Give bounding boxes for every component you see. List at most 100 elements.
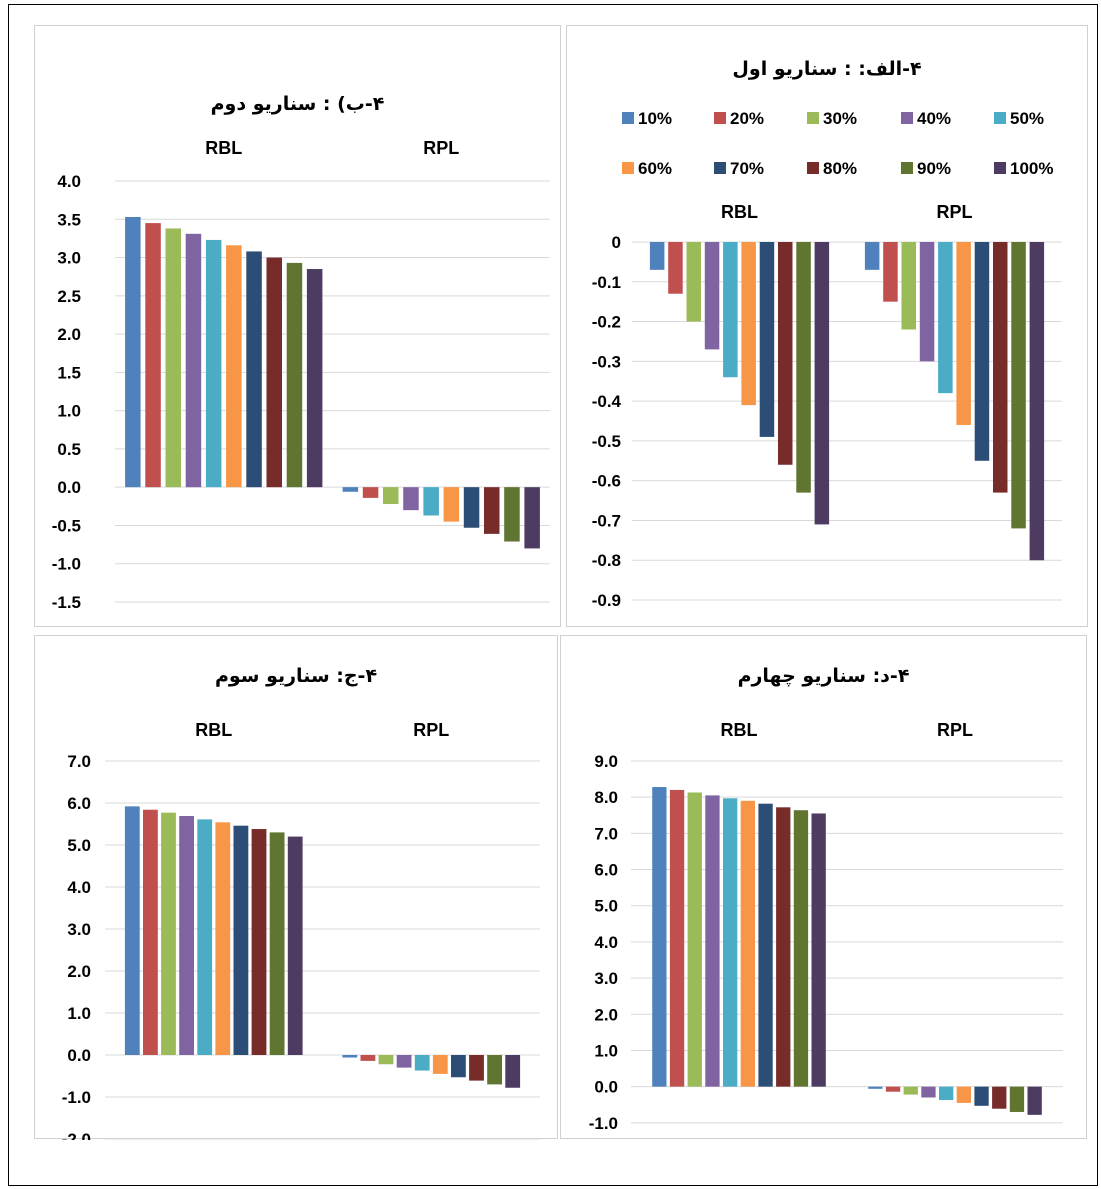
category-label: RPL [413,720,449,740]
chart-panel-b: ۴-ب) : سناریو دوم 4.0 3.5 3.0 2.5 2.0 1.5 1.0 0… [34,25,561,627]
bar-rpl-80pct [484,487,500,534]
bar-rbl-90pct [793,810,809,1087]
bar-rbl-60pct [740,800,755,1087]
y-tick-label: 9.0 [594,752,618,771]
legend-label: 30% [823,109,857,128]
legend-swatch [807,162,819,174]
bar-rpl-90pct [1009,1086,1025,1112]
legend-swatch [622,112,634,124]
chart-title: ۴-ج: سناریو سوم [214,665,378,687]
category-label: RBL [721,720,758,740]
y-tick-label: 6.0 [594,861,618,880]
y-tick-label: 1.0 [594,1041,618,1060]
bar-rpl-100pct [505,1055,521,1088]
y-tick-label: 7.0 [594,824,618,843]
y-tick-label: 4.0 [67,878,91,897]
bar-rbl-100pct [287,836,303,1055]
y-tick-label: 2.0 [67,962,91,981]
legend-label: 80% [823,159,857,178]
bar-rbl-30pct [687,792,702,1087]
y-tick-label: 7.0 [67,752,91,771]
bar-rbl-30pct [686,242,701,322]
bar-rpl-80pct [993,242,1008,493]
bar-rbl-10pct [125,216,141,488]
y-tick-label: 5.0 [67,836,91,855]
bar-rpl-50pct [938,242,953,394]
bar-rbl-70pct [759,242,775,437]
legend-label: 50% [1010,109,1044,128]
category-label: RBL [205,138,242,158]
bar-rbl-50pct [723,798,738,1087]
bar-rbl-80pct [251,829,267,1055]
bar-rpl-70pct [463,487,480,528]
y-tick-label: -1.0 [62,1088,91,1107]
bar-rbl-20pct [143,809,158,1055]
bar-rpl-40pct [921,1086,936,1098]
legend-label: 100% [1010,159,1053,178]
bar-rpl-10pct [342,487,359,492]
bar-rbl-10pct [652,787,667,1087]
y-tick-label: 6.0 [67,794,91,813]
y-tick-label: 4.0 [57,172,81,191]
bar-rbl-40pct [704,242,720,350]
bar-rbl-60pct [226,245,242,488]
legend-label: 90% [917,159,951,178]
bar-rpl-50pct [414,1055,430,1071]
bar-rbl-60pct [215,822,231,1055]
bar-rpl-20pct [362,487,379,498]
bar-rbl-80pct [778,242,793,465]
legend-label: 20% [730,109,764,128]
bar-rbl-50pct [197,819,213,1055]
bar-rpl-40pct [396,1055,412,1068]
y-tick-label: 8.0 [594,788,618,807]
y-tick-label: -0.6 [592,472,621,491]
category-label: RPL [423,138,459,158]
bar-rbl-40pct [179,816,194,1055]
bar-rbl-20pct [669,789,685,1087]
bar-rpl-70pct [974,242,990,461]
chart-panel-d: ۴-د: سناریو چهارم 9.0 8.0 7.0 6.0 5.0 4.0 3.0 2… [560,635,1087,1139]
bar-rbl-20pct [668,242,683,294]
y-tick-label: -0.2 [592,313,621,332]
y-tick-label: 2.5 [57,287,81,306]
y-tick-label: 5.0 [594,897,618,916]
bar-rpl-100pct [1029,242,1045,561]
y-tick-label: 4.0 [594,933,618,952]
y-tick-label: 3.0 [67,920,91,939]
category-label: RPL [937,720,973,740]
legend-label: 70% [730,159,764,178]
bar-rbl-90pct [286,262,303,488]
legend-swatch [901,112,913,124]
legend-swatch [807,112,819,124]
y-tick-label: 3.5 [57,210,81,229]
bar-rpl-90pct [1011,242,1026,529]
bar-rpl-10pct [868,1086,883,1089]
chart-plot: 7.0 6.0 5.0 4.0 3.0 2.0 1.0 0.0 -1.0 -2.0 RBL RPL [62,720,540,1140]
legend-label: 10% [638,109,672,128]
bar-rbl-50pct [205,239,222,488]
chart-title: ۴-الف: : سناریو اول [732,58,922,80]
chart-plot: 0 -0.1 -0.2 -0.3 -0.4 -0.5 -0.6 -0.7 -0.8 -0.9 RBL… [592,109,1062,610]
bar-rbl-100pct [811,813,826,1087]
y-tick-label: 2.0 [594,1005,618,1024]
bar-rpl-90pct [487,1055,502,1085]
category-label: RBL [721,202,758,222]
bar-rpl-30pct [378,1055,394,1065]
y-tick-label: 0.0 [67,1046,91,1065]
bar-rpl-60pct [956,1086,971,1103]
y-tick-label: 0 [612,233,621,252]
legend-label: 60% [638,159,672,178]
bar-rpl-100pct [524,487,540,549]
y-tick-label: -0.8 [592,551,621,570]
legend-swatch [622,162,634,174]
y-tick-label: -0.7 [592,511,621,530]
bar-rpl-70pct [451,1055,466,1078]
bar-rbl-40pct [185,233,202,488]
bar-rpl-30pct [903,1086,918,1095]
bar-rbl-100pct [814,242,830,525]
y-tick-label: -0.5 [52,516,81,535]
category-label: RPL [937,202,973,222]
y-tick-label: 3.0 [594,969,618,988]
bar-rpl-30pct [901,242,916,330]
y-tick-label: -1.0 [52,555,81,574]
